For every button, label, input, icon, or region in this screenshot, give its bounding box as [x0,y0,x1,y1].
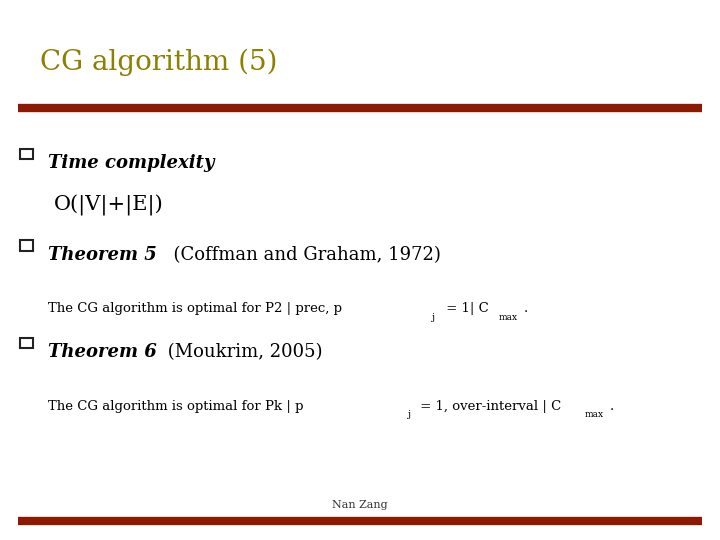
Text: Nan Zang: Nan Zang [332,500,388,510]
Text: max: max [499,313,518,322]
Text: .: . [523,302,528,315]
Text: .: . [610,400,614,413]
Text: Theorem 5: Theorem 5 [48,246,157,264]
Text: The CG algorithm is optimal for Pk | p: The CG algorithm is optimal for Pk | p [48,400,304,413]
Text: j: j [431,313,433,322]
Text: max: max [585,410,604,420]
FancyBboxPatch shape [20,148,33,159]
FancyBboxPatch shape [20,240,33,251]
Text: O(|V|+|E|): O(|V|+|E|) [54,194,163,215]
Text: (Moukrim, 2005): (Moukrim, 2005) [162,343,323,361]
Text: Theorem 6: Theorem 6 [48,343,157,361]
Text: = 1, over-interval | C: = 1, over-interval | C [416,400,562,413]
Text: j: j [407,410,410,420]
FancyBboxPatch shape [20,338,33,348]
Text: (Coffman and Graham, 1972): (Coffman and Graham, 1972) [162,246,441,264]
Text: CG algorithm (5): CG algorithm (5) [40,49,277,76]
Text: The CG algorithm is optimal for P2 | prec, p: The CG algorithm is optimal for P2 | pre… [48,302,342,315]
Text: Time complexity: Time complexity [48,154,215,172]
Text: = 1| C: = 1| C [442,302,489,315]
